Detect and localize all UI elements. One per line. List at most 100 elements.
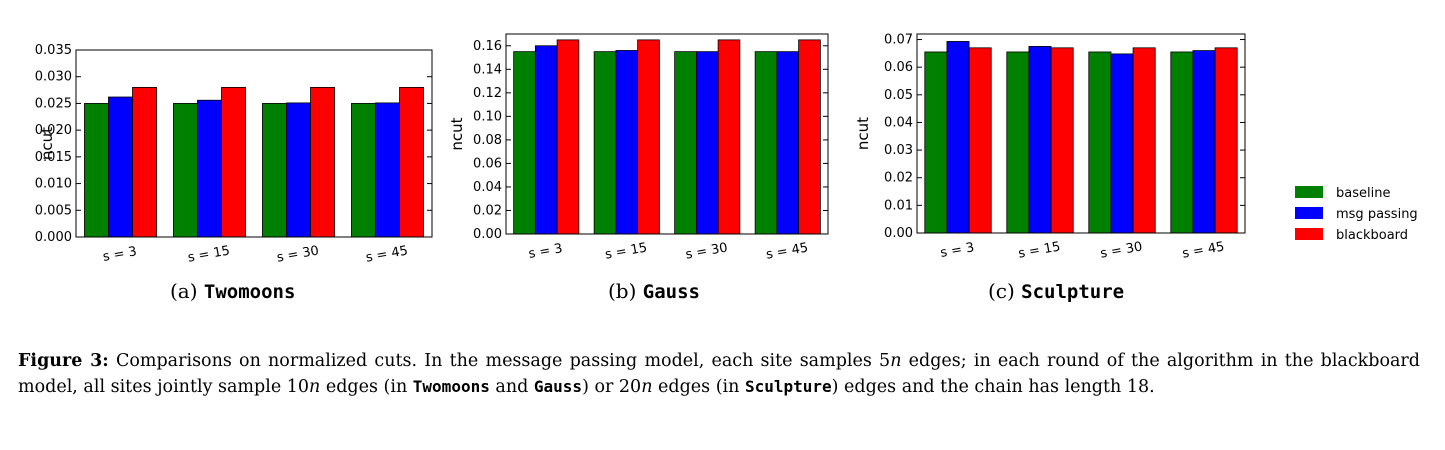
bar-baseline-2 [593,51,617,235]
y-tick-label: 0.015 [35,150,72,165]
subcaption-b-name: Gauss [642,281,700,303]
x-tick-label: s = 3 [939,240,975,261]
bar-baseline-1 [84,103,109,238]
y-tick-label: 0.00 [473,227,502,242]
caption-text-2: edges; in each round of the algorithm in… [18,351,1420,397]
plot-frame [75,49,433,238]
y-tick-label: 0.035 [35,43,72,58]
chart-sculpture: s = 3 s = 15 s = 30 s = 45 0.00 0.01 0.02 0.03 0… [854,33,1246,262]
legend-label-msg-passing: msg passing [1336,207,1418,222]
x-tick-label: s = 30 [276,243,320,265]
y-tick-label: 0.06 [884,60,913,75]
x-tick-label: s = 30 [684,240,728,262]
x-tick-label: s = 3 [102,244,138,265]
bar-msg-passing-3 [695,51,719,235]
legend-swatch-blackboard [1295,228,1323,240]
bar-msg-passing-1 [534,45,558,235]
y-tick-label: 0.05 [884,88,913,103]
legend-label-baseline: baseline [1336,186,1390,201]
bar-msg-passing-4 [375,102,400,238]
caption-text-1: Comparisons on normalized cuts. In the m… [115,351,891,371]
bar-baseline-4 [754,51,778,235]
subcaption-c-label: (c) [988,279,1015,303]
caption-figure-label: Figure 3: [18,351,109,371]
subcaption-c: (c) Sculpture [988,279,1124,303]
y-tick-label: 0.16 [473,39,502,54]
y-tick-label: 0.005 [35,203,72,218]
subcaption-c-name: Sculpture [1021,281,1125,303]
subcaption-a-name: Twomoons [203,281,296,303]
caption-text-5: ) or 20 [582,377,642,397]
y-tick-label: 0.02 [473,203,502,218]
plot-frame [505,33,829,235]
x-tick-label: s = 15 [187,243,231,265]
bar-blackboard-3 [1132,47,1156,234]
chart-twomoons: s = 3 s = 15 s = 30 s = 45 0.000 0.005 0.010 0.… [35,43,433,266]
bar-blackboard-3 [717,39,741,235]
bar-baseline-1 [924,51,948,234]
y-tick-label: 0.00 [884,226,913,241]
y-tick-label: 0.14 [473,62,502,77]
bar-baseline-2 [173,103,198,238]
y-tick-label: 0.08 [473,133,502,148]
bar-msg-passing-2 [1028,46,1052,234]
x-tick-label: s = 15 [604,240,648,262]
y-tick-label: 0.04 [884,115,913,130]
bar-blackboard-4 [1214,47,1238,234]
y-tick-label: 0.020 [35,123,72,138]
x-tick-label: s = 30 [1099,239,1143,261]
y-tick-label: 0.10 [473,109,502,124]
bar-baseline-3 [262,103,287,238]
bar-blackboard-1 [132,87,157,238]
caption-var-n-1: n [890,351,902,371]
bar-msg-passing-1 [946,41,970,234]
bar-blackboard-3 [310,87,335,238]
y-tick-label: 0.04 [473,180,502,195]
bar-msg-passing-4 [1192,50,1216,234]
bar-msg-passing-3 [286,102,311,238]
legend-label-blackboard: blackboard [1336,228,1408,243]
caption-var-n-2: n [309,377,321,397]
caption-mono-twomoons: Twomoons [412,377,490,396]
y-tick-label: 0.025 [35,96,72,111]
plot-frame [916,33,1246,234]
bar-baseline-1 [513,51,536,235]
bar-blackboard-2 [221,87,246,238]
x-tick-label: s = 15 [1017,239,1061,261]
bar-blackboard-2 [1050,47,1074,234]
y-axis-label: ncut [854,117,872,150]
y-tick-label: 0.010 [35,177,72,192]
x-tick-label: s = 45 [765,240,809,262]
caption-mono-gauss: Gauss [533,377,583,396]
y-tick-label: 0.06 [473,156,502,171]
bar-msg-passing-2 [615,50,639,235]
subcaption-a: (a) Twomoons [170,279,295,303]
caption-var-n-3: n [641,377,653,397]
subcaption-b-label: (b) [608,279,637,303]
y-tick-label: 0.01 [884,198,913,213]
bar-baseline-4 [351,103,376,238]
caption-text-6: edges (in [652,377,745,397]
y-tick-label: 0.02 [884,171,913,186]
caption-text-7: ) edges and the chain has length 18. [831,377,1155,397]
bar-blackboard-1 [556,39,580,235]
y-tick-label: 0.000 [35,230,72,245]
caption-text-3: edges (in [320,377,413,397]
y-tick-label: 0.03 [884,143,913,158]
bar-msg-passing-4 [776,51,800,235]
bar-baseline-2 [1006,51,1030,234]
x-tick-label: s = 45 [365,243,409,265]
x-tick-label: s = 3 [527,241,563,262]
bar-blackboard-4 [798,39,821,235]
y-tick-label: 0.07 [884,33,913,48]
bar-msg-passing-2 [197,99,222,238]
legend-swatch-msg-passing [1295,207,1323,219]
bar-msg-passing-3 [1110,53,1134,234]
bar-blackboard-1 [968,47,992,234]
bar-baseline-3 [674,51,697,235]
subcaption-a-label: (a) [170,279,198,303]
legend: baseline msg passing blackboard [1295,186,1418,243]
bar-blackboard-4 [399,87,424,238]
bar-baseline-4 [1170,51,1194,234]
